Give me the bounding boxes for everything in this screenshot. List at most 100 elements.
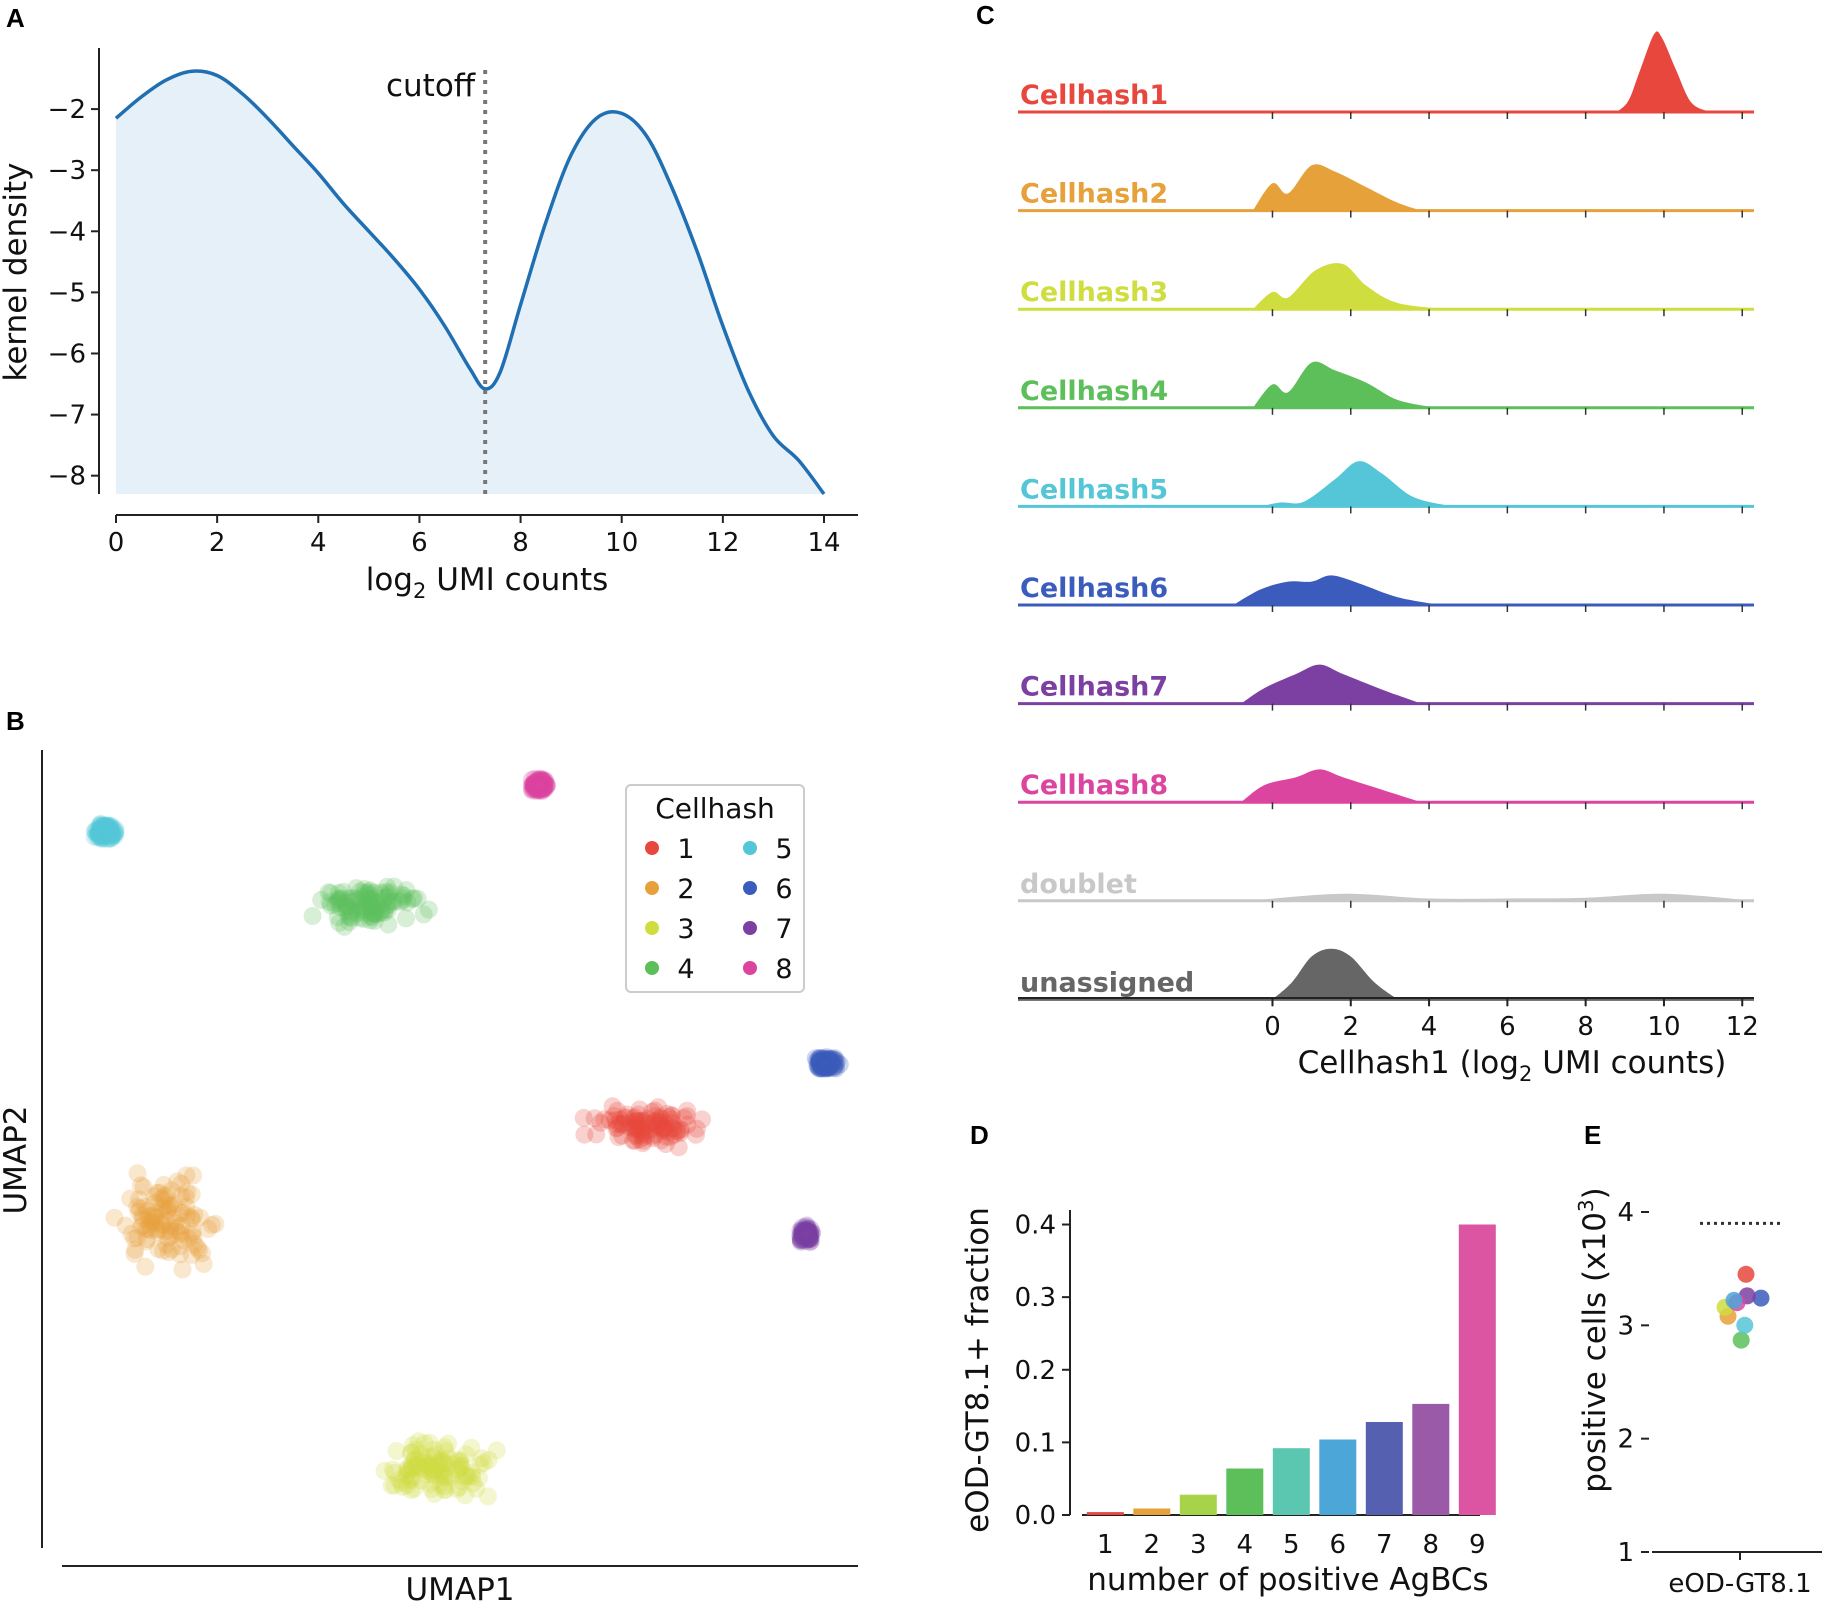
umap-point-cellhash-1 [614, 1114, 633, 1133]
umap-point-cellhash-8 [525, 777, 543, 796]
umap-point-cellhash-4 [380, 882, 399, 901]
umap-point-cellhash-5 [88, 821, 106, 840]
umap-point-cellhash-6 [822, 1056, 841, 1075]
umap-point-cellhash-1 [628, 1115, 647, 1134]
umap-point-cellhash-5 [94, 819, 113, 837]
umap-point-cellhash-1 [687, 1119, 706, 1138]
umap-point-cellhash-3 [416, 1455, 435, 1474]
umap-point-cellhash-4 [363, 904, 382, 923]
umap-point-cellhash-2 [136, 1197, 155, 1216]
umap-point-cellhash-1 [603, 1097, 622, 1116]
umap-point-cellhash-1 [686, 1125, 705, 1144]
umap-point-cellhash-1 [610, 1114, 629, 1133]
umap-point-cellhash-5 [91, 825, 110, 844]
umap-point-cellhash-7 [800, 1230, 819, 1249]
umap-point-cellhash-7 [799, 1226, 818, 1245]
umap-point-cellhash-5 [95, 824, 114, 843]
umap-point-cellhash-7 [798, 1225, 817, 1244]
umap-point-cellhash-8 [537, 775, 556, 794]
umap-point-cellhash-1 [609, 1128, 628, 1147]
umap-point-cellhash-7 [798, 1223, 817, 1242]
umap-point-cellhash-3 [431, 1463, 450, 1482]
umap-point-cellhash-1 [652, 1131, 671, 1150]
umap-point-cellhash-7 [797, 1225, 816, 1244]
umap-point-cellhash-3 [412, 1471, 431, 1490]
umap-point-cellhash-1 [591, 1113, 610, 1132]
umap-point-cellhash-8 [528, 778, 547, 797]
umap-point-cellhash-7 [800, 1230, 819, 1249]
umap-point-cellhash-4 [347, 879, 366, 898]
umap-point-cellhash-7 [797, 1225, 816, 1244]
a-y-tick-label: −5 [48, 278, 86, 308]
umap-point-cellhash-6 [812, 1055, 831, 1074]
umap-point-cellhash-4 [312, 890, 331, 909]
umap-point-cellhash-8 [528, 779, 547, 797]
umap-point-cellhash-5 [101, 819, 120, 838]
a-x-tick-label: 0 [108, 528, 125, 558]
umap-point-cellhash-5 [89, 827, 108, 846]
panel-b: B UMAP1 UMAP2 Cellhash 1 2 3 4 5 6 7 8 [0, 706, 858, 1602]
umap-point-cellhash-6 [810, 1049, 829, 1068]
a-y-tick-label: −6 [48, 339, 86, 369]
umap-point-cellhash-3 [405, 1450, 424, 1469]
umap-point-cellhash-4 [414, 905, 433, 924]
umap-point-cellhash-3 [453, 1472, 472, 1491]
umap-point-cellhash-5 [91, 819, 110, 838]
umap-point-cellhash-5 [88, 827, 107, 846]
ridge-label-doublet: doublet [1020, 869, 1137, 900]
umap-point-cellhash-1 [632, 1111, 651, 1130]
umap-point-cellhash-4 [366, 900, 385, 918]
umap-point-cellhash-3 [405, 1479, 424, 1498]
d-x-tick-label: 8 [1423, 1530, 1440, 1560]
umap-point-cellhash-8 [530, 779, 549, 798]
umap-point-cellhash-5 [89, 825, 108, 844]
umap-point-cellhash-8 [529, 772, 548, 791]
umap-point-cellhash-4 [366, 905, 385, 924]
umap-point-cellhash-7 [801, 1229, 820, 1248]
umap-point-cellhash-5 [101, 826, 120, 845]
umap-point-cellhash-6 [813, 1059, 832, 1078]
umap-point-cellhash-8 [530, 776, 549, 795]
e-y-ticks: 1 2 3 4 [1617, 1198, 1649, 1568]
c-x-tick-label: 4 [1421, 1012, 1438, 1042]
umap-point-cellhash-8 [531, 778, 550, 797]
umap-point-cellhash-3 [449, 1451, 468, 1469]
umap-point-cellhash-8 [528, 778, 547, 797]
umap-point-cellhash-2 [148, 1222, 167, 1241]
umap-point-cellhash-1 [633, 1125, 651, 1144]
umap-point-cellhash-1 [668, 1122, 687, 1141]
umap-point-cellhash-3 [392, 1473, 411, 1492]
umap-point-cellhash-2 [149, 1240, 168, 1258]
umap-point-cellhash-1 [659, 1123, 678, 1141]
umap-point-cellhash-7 [793, 1221, 812, 1239]
d-y-tick-label: 0.4 [1015, 1211, 1056, 1241]
umap-point-cellhash-7 [795, 1225, 814, 1244]
umap-point-cellhash-3 [434, 1465, 452, 1484]
umap-point-cellhash-1 [649, 1117, 668, 1136]
a-y-tick-label: −3 [48, 156, 86, 186]
umap-point-cellhash-2 [171, 1204, 190, 1223]
umap-point-cellhash-3 [450, 1459, 469, 1478]
umap-point-cellhash-6 [817, 1053, 836, 1072]
umap-point-cellhash-6 [814, 1053, 832, 1072]
umap-point-cellhash-4 [365, 904, 384, 923]
umap-point-cellhash-2 [137, 1220, 155, 1238]
umap-point-cellhash-1 [626, 1118, 645, 1137]
umap-point-cellhash-8 [524, 774, 543, 793]
umap-point-cellhash-3 [435, 1468, 454, 1487]
umap-point-cellhash-3 [472, 1449, 491, 1468]
umap-point-cellhash-6 [811, 1056, 830, 1074]
umap-point-cellhash-1 [661, 1128, 680, 1147]
umap-point-cellhash-2 [184, 1166, 203, 1185]
umap-point-cellhash-2 [188, 1238, 207, 1257]
umap-point-cellhash-1 [636, 1123, 655, 1142]
umap-point-cellhash-4 [303, 907, 322, 925]
umap-point-cellhash-6 [817, 1050, 836, 1069]
umap-point-cellhash-6 [815, 1051, 834, 1070]
umap-point-cellhash-2 [179, 1229, 198, 1248]
umap-point-cellhash-4 [356, 887, 375, 905]
panel-d-letter: D [970, 1120, 989, 1150]
umap-point-cellhash-8 [529, 776, 548, 795]
umap-point-cellhash-3 [398, 1476, 417, 1495]
panel-e-letter: E [1584, 1120, 1601, 1150]
